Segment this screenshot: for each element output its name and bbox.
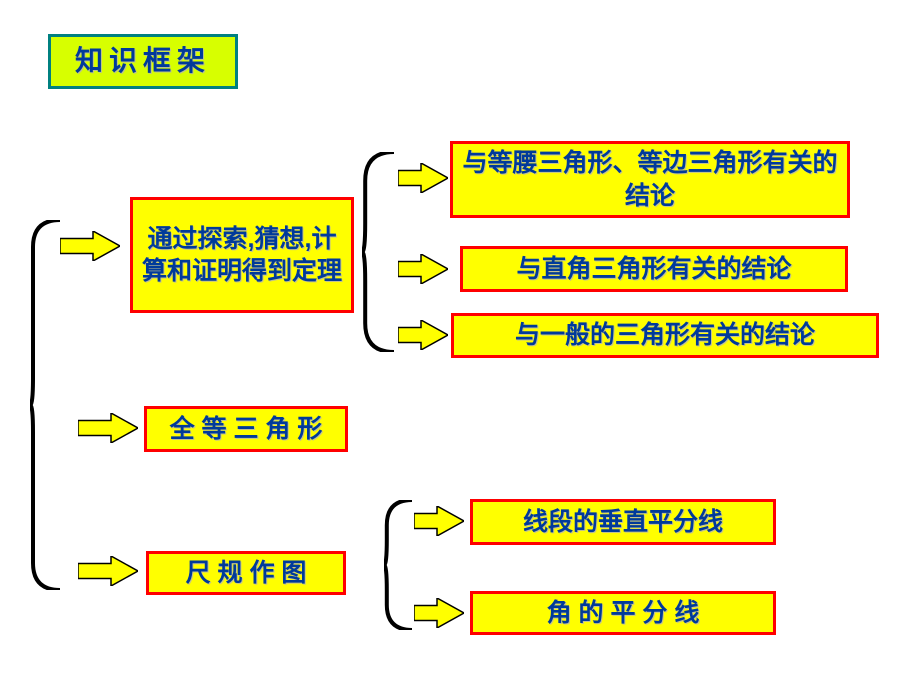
arrow-1 xyxy=(78,413,138,448)
node-iso: 与等腰三角形、等边三角形有关的结论 xyxy=(450,141,850,218)
node-general-label: 与一般的三角形有关的结论 xyxy=(515,319,815,352)
node-compass-label: 尺 规 作 图 xyxy=(186,557,307,590)
brace-0 xyxy=(30,220,60,595)
node-explore-label: 通过探索,猜想,计算和证明得到定理 xyxy=(141,223,343,288)
node-perp: 线段的垂直平分线 xyxy=(470,499,776,545)
node-compass: 尺 规 作 图 xyxy=(146,551,346,595)
node-right: 与直角三角形有关的结论 xyxy=(460,246,848,292)
brace-2 xyxy=(384,500,412,635)
node-right-label: 与直角三角形有关的结论 xyxy=(516,253,791,286)
arrow-6 xyxy=(414,506,464,541)
title-box: 知识框架 xyxy=(48,34,238,89)
node-iso-label: 与等腰三角形、等边三角形有关的结论 xyxy=(461,147,839,212)
arrow-7 xyxy=(414,598,464,633)
node-congruent: 全 等 三 角 形 xyxy=(144,406,348,452)
node-congruent-label: 全 等 三 角 形 xyxy=(170,413,323,446)
node-angle-label: 角 的 平 分 线 xyxy=(547,597,700,630)
brace-1 xyxy=(362,152,394,357)
node-general: 与一般的三角形有关的结论 xyxy=(451,313,879,358)
arrow-3 xyxy=(398,163,448,198)
title-text: 知识框架 xyxy=(75,43,211,79)
node-angle: 角 的 平 分 线 xyxy=(470,591,776,635)
arrow-0 xyxy=(60,231,120,266)
node-explore: 通过探索,猜想,计算和证明得到定理 xyxy=(130,197,354,313)
arrow-2 xyxy=(78,556,138,591)
arrow-5 xyxy=(398,320,448,355)
node-perp-label: 线段的垂直平分线 xyxy=(523,506,723,539)
arrow-4 xyxy=(398,254,448,289)
